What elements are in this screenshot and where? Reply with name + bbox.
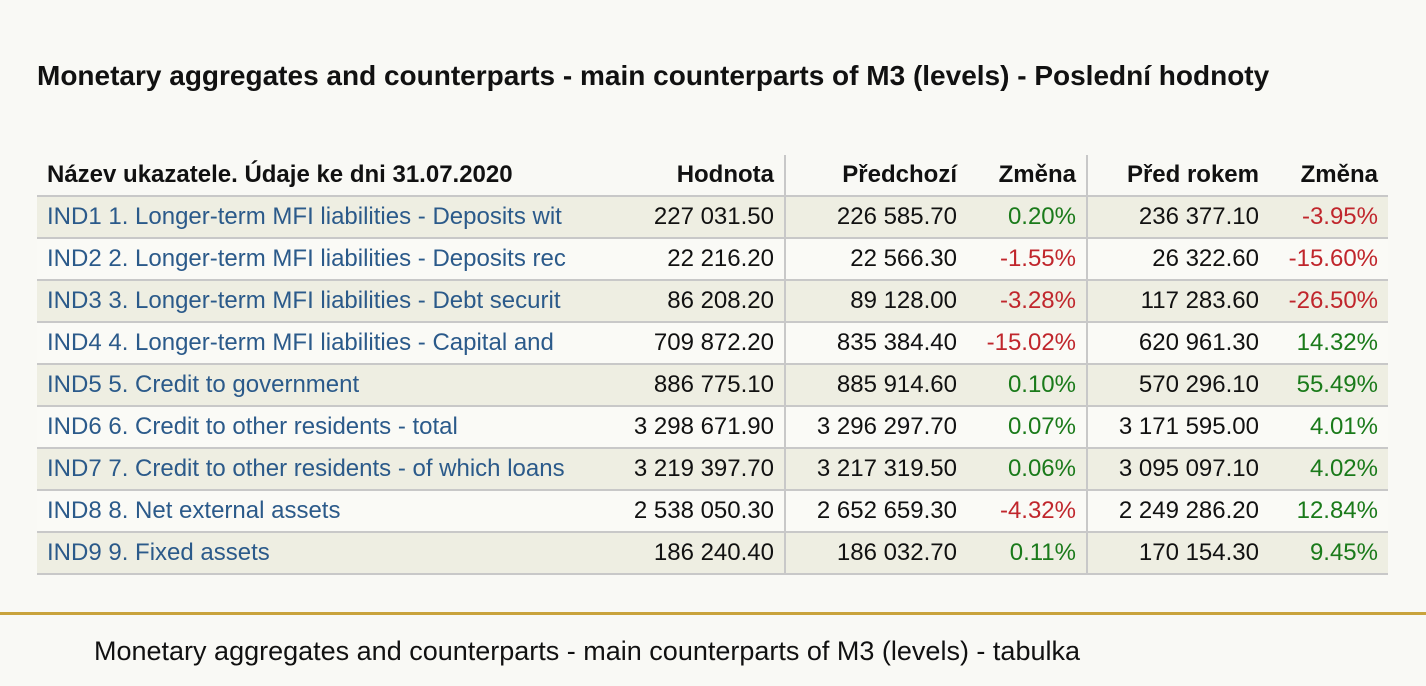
change-cell: 0.07% [967,406,1087,449]
table-row: IND1 1. Longer-term MFI liabilities - De… [37,196,1388,239]
table-row: IND4 4. Longer-term MFI liabilities - Ca… [37,322,1388,365]
change-cell: 0.06% [967,448,1087,491]
change-cell: -4.32% [967,490,1087,533]
footer-divider [0,612,1426,615]
value-cell: 227 031.50 [615,196,785,239]
value-cell: 3 219 397.70 [615,448,785,491]
previous-cell: 2 652 659.30 [784,490,967,533]
header-value: Hodnota [615,155,785,197]
previous-cell: 3 217 319.50 [784,448,967,491]
indicator-link[interactable]: IND5 5. Credit to government [37,364,615,407]
indicator-link[interactable]: IND6 6. Credit to other residents - tota… [37,406,615,449]
change-year-cell: -26.50% [1269,280,1388,323]
change-year-cell: 4.01% [1269,406,1388,449]
header-change: Změna [967,155,1087,197]
indicator-link[interactable]: IND1 1. Longer-term MFI liabilities - De… [37,196,615,239]
previous-cell: 22 566.30 [784,238,967,281]
change-year-cell: 12.84% [1269,490,1388,533]
change-cell: -15.02% [967,322,1087,365]
change-cell: -3.28% [967,280,1087,323]
table-row: IND7 7. Credit to other residents - of w… [37,448,1388,491]
table-row: IND9 9. Fixed assets 186 240.40 186 032.70… [37,532,1388,575]
year-ago-cell: 3 095 097.10 [1086,448,1269,491]
year-ago-cell: 570 296.10 [1086,364,1269,407]
indicator-link[interactable]: IND3 3. Longer-term MFI liabilities - De… [37,280,615,323]
table-row: IND6 6. Credit to other residents - tota… [37,406,1388,449]
table-row: IND8 8. Net external assets 2 538 050.30 2… [37,490,1388,533]
year-ago-cell: 236 377.10 [1086,196,1269,239]
indicator-link[interactable]: IND9 9. Fixed assets [37,532,615,575]
indicator-link[interactable]: IND7 7. Credit to other residents - of w… [37,448,615,491]
indicators-table: Název ukazatele. Údaje ke dni 31.07.2020… [37,155,1388,575]
previous-cell: 89 128.00 [784,280,967,323]
change-year-cell: 9.45% [1269,532,1388,575]
year-ago-cell: 26 322.60 [1086,238,1269,281]
indicator-link[interactable]: IND2 2. Longer-term MFI liabilities - De… [37,238,615,281]
value-cell: 186 240.40 [615,532,785,575]
change-year-cell: -3.95% [1269,196,1388,239]
indicator-link[interactable]: IND8 8. Net external assets [37,490,615,533]
previous-cell: 835 384.40 [784,322,967,365]
previous-cell: 885 914.60 [784,364,967,407]
value-cell: 886 775.10 [615,364,785,407]
table-row: IND2 2. Longer-term MFI liabilities - De… [37,238,1388,281]
value-cell: 22 216.20 [615,238,785,281]
change-year-cell: -15.60% [1269,238,1388,281]
header-name: Název ukazatele. Údaje ke dni 31.07.2020 [37,155,615,197]
previous-cell: 186 032.70 [784,532,967,575]
change-cell: 0.11% [967,532,1087,575]
header-year-ago: Před rokem [1086,155,1269,197]
year-ago-cell: 2 249 286.20 [1086,490,1269,533]
value-cell: 709 872.20 [615,322,785,365]
year-ago-cell: 117 283.60 [1086,280,1269,323]
change-cell: 0.20% [967,196,1087,239]
change-year-cell: 55.49% [1269,364,1388,407]
year-ago-cell: 170 154.30 [1086,532,1269,575]
value-cell: 3 298 671.90 [615,406,785,449]
previous-cell: 226 585.70 [784,196,967,239]
table-header-row: Název ukazatele. Údaje ke dni 31.07.2020… [37,155,1388,197]
change-year-cell: 14.32% [1269,322,1388,365]
value-cell: 2 538 050.30 [615,490,785,533]
header-change-year: Změna [1269,155,1388,197]
table-caption: Monetary aggregates and counterparts - m… [94,636,1080,666]
value-cell: 86 208.20 [615,280,785,323]
indicator-link[interactable]: IND4 4. Longer-term MFI liabilities - Ca… [37,322,615,365]
year-ago-cell: 620 961.30 [1086,322,1269,365]
year-ago-cell: 3 171 595.00 [1086,406,1269,449]
previous-cell: 3 296 297.70 [784,406,967,449]
header-previous: Předchozí [784,155,967,197]
change-cell: 0.10% [967,364,1087,407]
change-cell: -1.55% [967,238,1087,281]
page-title: Monetary aggregates and counterparts - m… [37,60,1270,91]
table-row: IND5 5. Credit to government 886 775.10 88… [37,364,1388,407]
table-row: IND3 3. Longer-term MFI liabilities - De… [37,280,1388,323]
change-year-cell: 4.02% [1269,448,1388,491]
